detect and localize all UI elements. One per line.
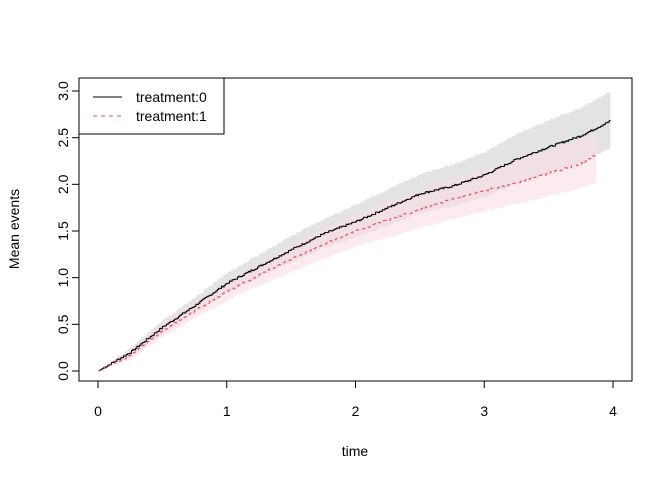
y-tick-label: 1.0 <box>55 268 71 288</box>
series-lines <box>98 120 611 372</box>
legend-box <box>78 77 225 135</box>
y-tick-label: 3.0 <box>55 81 71 101</box>
line-treatment-1 <box>98 154 597 372</box>
legend-label: treatment:1 <box>136 108 207 124</box>
y-tick-label: 0.0 <box>55 361 71 381</box>
band-treatment-1 <box>98 131 597 371</box>
x-tick-label: 0 <box>94 403 102 419</box>
legend: treatment:0 treatment:1 <box>78 77 225 135</box>
y-tick-label: 2.0 <box>55 174 71 194</box>
line-treatment-0 <box>98 120 611 372</box>
x-tick-label: 4 <box>609 403 617 419</box>
y-tick-label: 1.5 <box>55 221 71 241</box>
y-tick-label: 2.5 <box>55 128 71 148</box>
x-axis-label: time <box>342 443 369 459</box>
x-tick-label: 3 <box>480 403 488 419</box>
y-axis-label: Mean events <box>6 189 22 269</box>
legend-label: treatment:0 <box>136 89 207 105</box>
y-tick-label: 0.5 <box>55 314 71 334</box>
x-tick-label: 2 <box>352 403 360 419</box>
confidence-bands <box>98 91 611 371</box>
y-axis: 0.0 0.5 1.0 1.5 2.0 2.5 3.0 <box>55 81 80 381</box>
x-axis: 0 1 2 3 4 <box>94 380 617 419</box>
x-tick-label: 1 <box>223 403 231 419</box>
